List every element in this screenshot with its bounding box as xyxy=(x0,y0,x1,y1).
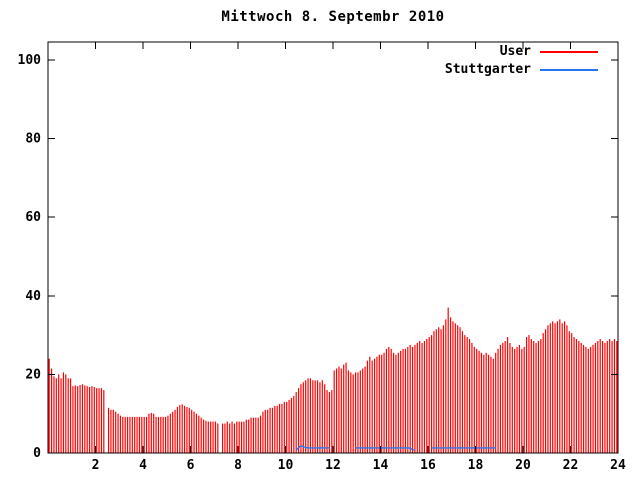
x-tick-label: 10 xyxy=(278,458,294,473)
x-tick-label: 4 xyxy=(139,458,147,473)
axis-ticks xyxy=(48,42,619,454)
x-tick-label: 16 xyxy=(420,458,436,473)
legend-label-stuttgarter: Stuttgarter xyxy=(444,62,531,77)
legend-item-stuttgarter: Stuttgarter xyxy=(445,62,598,77)
y-tick-label: 40 xyxy=(25,289,41,304)
legend-item-user: User xyxy=(500,44,598,59)
x-tick-label: 14 xyxy=(373,458,389,473)
y-tick-label: 60 xyxy=(25,210,41,225)
y-tick-label: 80 xyxy=(25,132,41,147)
y-tick-label: 20 xyxy=(25,367,41,382)
x-tick-label: 2 xyxy=(92,458,100,473)
x-tick-label: 8 xyxy=(234,458,242,473)
plot-border xyxy=(47,41,619,454)
x-tick-label: 20 xyxy=(515,458,531,473)
y-tick-label: 100 xyxy=(18,53,42,68)
x-tick-label: 22 xyxy=(563,458,579,473)
user-impulses-series xyxy=(48,307,618,454)
legend-line-sample-user xyxy=(540,50,598,53)
legend-label-user: User xyxy=(499,44,531,59)
legend-line-sample-stuttgarter xyxy=(540,68,598,71)
x-tick-label: 6 xyxy=(187,458,195,473)
y-tick-label: 0 xyxy=(33,446,41,461)
x-tick-label: 18 xyxy=(468,458,484,473)
x-tick-label: 24 xyxy=(610,458,626,473)
stuttgarter-line-series xyxy=(295,445,496,451)
x-tick-label: 12 xyxy=(325,458,341,473)
chart-title: Mittwoch 8. Septembr 2010 xyxy=(221,9,445,25)
